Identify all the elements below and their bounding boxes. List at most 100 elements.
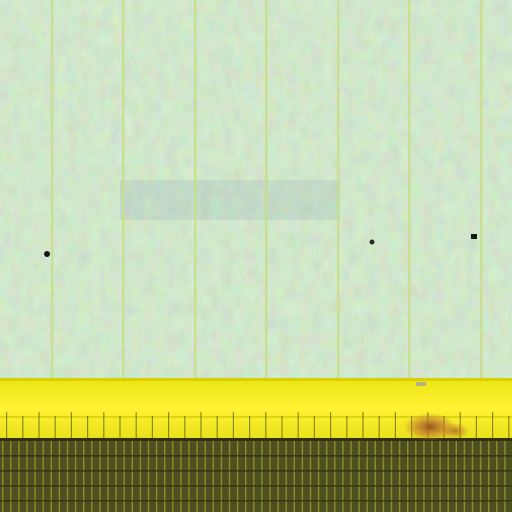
ruler-tick: [216, 416, 218, 438]
column-line: [337, 0, 340, 378]
ruler-tick: [394, 412, 396, 438]
ruler-tick: [151, 416, 153, 438]
grid-line: [366, 441, 368, 512]
ruler-tick: [168, 412, 170, 438]
grid-line: [277, 441, 279, 512]
grid-line: [317, 441, 320, 512]
grid-line: [261, 441, 263, 512]
rust-blemish: [404, 382, 469, 441]
grid-line: [115, 441, 117, 512]
grid-line: [74, 441, 77, 512]
grid-row-line: [0, 485, 512, 487]
column-line: [265, 0, 268, 378]
ruler-tick: [475, 416, 477, 438]
grid-row-line: [0, 470, 512, 472]
ruler-tick: [22, 416, 24, 438]
grid-line: [50, 441, 52, 512]
grid-line: [293, 441, 295, 512]
grid-line: [123, 441, 125, 512]
ruler-tick: [70, 412, 72, 438]
grid-line: [42, 441, 44, 512]
grid-line: [188, 441, 190, 512]
grid-line: [212, 441, 214, 512]
grid-line: [196, 441, 198, 512]
column-line: [408, 0, 411, 378]
grid-line: [496, 441, 498, 512]
ruler-tick: [232, 412, 234, 438]
grid-line: [18, 441, 20, 512]
grid-line: [326, 441, 328, 512]
ruler-tick: [281, 416, 283, 438]
grid-line: [172, 441, 174, 512]
ruler-tick: [362, 412, 364, 438]
grid-line: [439, 441, 441, 512]
grid-line: [382, 441, 385, 512]
grid-region: [0, 438, 512, 512]
ruler-tick: [135, 412, 137, 438]
grid-line: [390, 441, 393, 512]
column-line: [122, 0, 125, 378]
grid-line: [164, 441, 166, 512]
grid-line: [155, 441, 158, 512]
grid-line: [107, 441, 109, 512]
grid-line: [58, 441, 61, 512]
grid-line: [342, 441, 344, 512]
ruler-tick: [249, 416, 251, 438]
grid-line: [204, 441, 206, 512]
ruler-tick: [346, 416, 348, 438]
grid-line: [455, 441, 457, 512]
grid-line: [131, 441, 133, 512]
grid-line: [253, 441, 255, 512]
grid-line: [99, 441, 101, 512]
grid-line: [374, 441, 376, 512]
grid-line: [504, 441, 506, 512]
texture-region: [0, 0, 512, 380]
grid-line: [2, 441, 4, 512]
ruler-tick: [265, 412, 267, 438]
column-lines: [51, 0, 483, 378]
grid-line: [245, 441, 247, 512]
ruler-tick: [378, 416, 380, 438]
grid-line: [34, 441, 36, 512]
particle-dot: [369, 239, 375, 245]
grid-line: [407, 441, 409, 512]
grid-line: [66, 441, 69, 512]
grid-line: [479, 441, 482, 512]
ruler-tick: [119, 416, 121, 438]
grid-line: [180, 441, 182, 512]
grid-line: [26, 441, 28, 512]
grid-line: [423, 441, 425, 512]
grid-line: [415, 441, 417, 512]
yellow-band: [0, 378, 512, 440]
grid-line: [334, 441, 336, 512]
ruler-tick: [87, 416, 89, 438]
ruler-tick: [6, 412, 8, 438]
grid-line: [431, 441, 433, 512]
ruler-tick: [313, 416, 315, 438]
ruler-tick: [297, 412, 299, 438]
grid-row-line: [0, 500, 512, 502]
column-line: [51, 0, 54, 378]
grid-line: [228, 441, 231, 512]
grid-line: [236, 441, 239, 512]
grid-line: [220, 441, 223, 512]
grid-line: [139, 441, 142, 512]
ruler-tick: [508, 416, 510, 438]
grid-line: [301, 441, 304, 512]
grid-line: [350, 441, 352, 512]
particle-dot: [44, 251, 50, 257]
grid-line: [471, 441, 474, 512]
grid-line: [91, 441, 93, 512]
grid-line: [309, 441, 312, 512]
ruler-tick: [200, 412, 202, 438]
grid-line: [358, 441, 360, 512]
ruler-tick: [330, 412, 332, 438]
grid-line: [463, 441, 466, 512]
column-line: [194, 0, 197, 378]
grid-line: [447, 441, 449, 512]
ruler-tick: [38, 412, 40, 438]
column-line: [480, 0, 483, 378]
ruler-tick: [103, 412, 105, 438]
